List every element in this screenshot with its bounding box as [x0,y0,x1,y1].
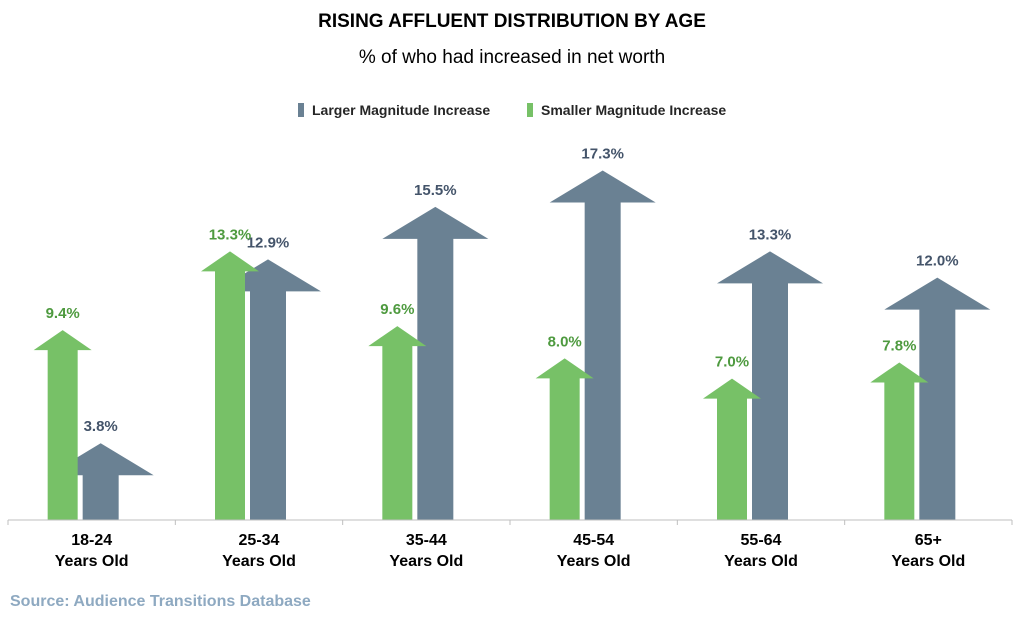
larger-increase-label: 15.5% [414,182,457,199]
larger-increase-label: 3.8% [84,418,118,435]
x-tick-label-sub: Years Old [557,553,631,570]
plot-area: 3.8%9.4%12.9%13.3%15.5%9.6%17.3%8.0%13.3… [33,146,991,521]
legend-label-larger: Larger Magnitude Increase [312,102,490,118]
smaller-increase-label: 9.4% [46,305,80,322]
larger-increase-arrow [549,170,656,521]
smaller-increase-arrow [703,378,761,520]
x-tick-label: 18-24 [71,532,112,549]
legend: Larger Magnitude Increase Smaller Magnit… [298,102,726,118]
x-axis: 18-24 Years Old 25-34 Years Old 35-44 Years O… [7,519,1013,570]
x-tick-label: 45-54 [573,532,614,549]
smaller-increase-arrow [870,362,929,520]
larger-increase-label: 17.3% [581,146,624,163]
smaller-increase-label: 13.3% [209,226,252,243]
legend-swatch-larger [298,103,304,117]
larger-increase-label: 12.9% [247,234,290,251]
smaller-increase-arrow [33,330,92,520]
chart-title: RISING AFFLUENT DISTRIBUTION BY AGE [318,11,706,32]
source-note: Source: Audience Transitions Database [10,593,311,610]
x-tick-label-sub: Years Old [222,553,296,570]
legend-label-smaller: Smaller Magnitude Increase [541,102,726,118]
larger-increase-label: 13.3% [749,226,792,243]
smaller-increase-arrow [368,326,427,520]
x-tick-label: 25-34 [239,532,280,549]
x-tick-label: 35-44 [406,532,447,549]
x-tick-label: 55-64 [741,532,782,549]
x-tick-label: 65+ [915,532,942,549]
x-tick-label-sub: Years Old [55,553,129,570]
legend-swatch-smaller [527,103,533,117]
smaller-increase-label: 8.0% [548,333,582,350]
chart-subtitle: % of who had increased in net worth [359,47,665,68]
larger-increase-arrow [382,206,489,520]
larger-increase-label: 12.0% [916,253,959,270]
larger-increase-arrow [717,251,823,520]
smaller-increase-arrow [535,358,594,520]
x-tick-label-sub: Years Old [389,553,463,570]
x-tick-label-sub: Years Old [891,553,965,570]
smaller-increase-label: 7.8% [882,337,916,354]
smaller-increase-arrow [201,251,259,520]
smaller-increase-label: 9.6% [380,301,414,318]
larger-increase-arrow [215,259,321,520]
smaller-increase-label: 7.0% [715,354,749,371]
larger-increase-arrow [884,277,991,520]
x-tick-label-sub: Years Old [724,553,798,570]
